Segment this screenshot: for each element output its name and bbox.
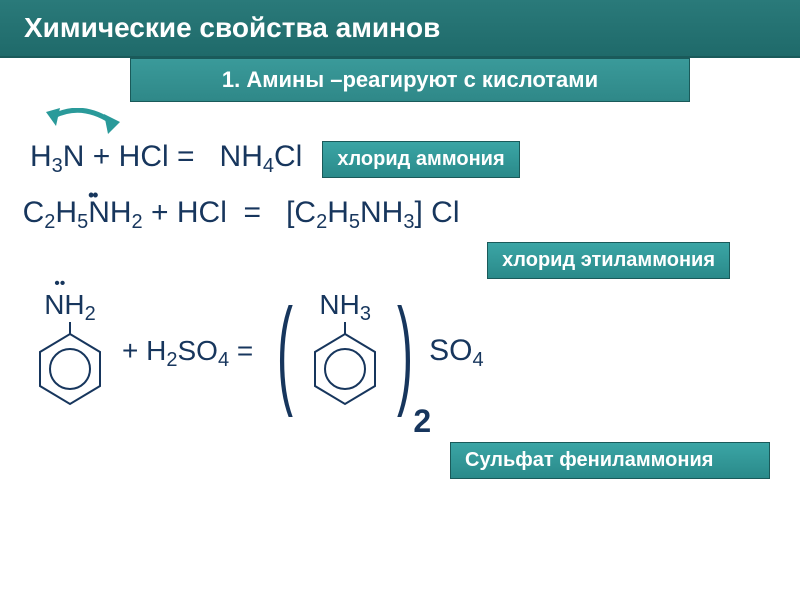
right-paren-icon: ) <box>397 303 413 399</box>
nh3-text: NH <box>319 289 359 320</box>
bracket-subscript: 2 <box>413 403 431 440</box>
eq2-eq: = <box>235 196 269 229</box>
equation-3: •• NH2 + H2SO4 = ( NH3 <box>30 289 770 412</box>
equations-area: H3N + HCl = NH4Cl хлорид аммония •• C2H5… <box>0 102 800 499</box>
eq3-plus: + <box>122 335 146 366</box>
eq2-bs3: 3 <box>403 211 414 233</box>
eq2-br1: [C <box>286 196 316 229</box>
aniline-structure: •• NH2 <box>30 289 110 412</box>
eq3-eq: = <box>229 335 253 366</box>
eq2-bnh: NH <box>360 196 403 229</box>
eq2-br2: ] Cl <box>414 196 459 229</box>
label-phenylammonium-sulfate: Сульфат фениламмония <box>450 442 770 479</box>
eq2-plus: + <box>143 196 177 229</box>
eq2-s1: 2 <box>44 211 55 233</box>
equation-2: •• C2H5NH2 + HCl = [C2H5NH3] Cl <box>30 196 770 234</box>
eq2-s2: 5 <box>77 211 88 233</box>
eq1-nh: NH <box>220 140 263 173</box>
curved-arrow-icon <box>42 108 132 158</box>
nh2-text: NH <box>44 289 84 320</box>
anilinium-structure: NH3 <box>305 289 385 412</box>
lone-pair-dots-2: •• <box>54 275 65 293</box>
eq1-sub1: 3 <box>52 155 63 177</box>
benzene-ring-icon-2 <box>305 322 385 412</box>
eq3-hs2: 4 <box>218 349 229 371</box>
eq2-bs2: 5 <box>349 211 360 233</box>
nh2-sub: 2 <box>85 303 96 325</box>
eq2-s3: 2 <box>132 211 143 233</box>
equation-1: H3N + HCl = NH4Cl хлорид аммония <box>30 140 770 178</box>
eq2-bh: H <box>327 196 349 229</box>
subtitle: 1. Амины –реагируют с кислотами <box>130 58 690 102</box>
eq3-hs1: 2 <box>166 349 177 371</box>
eq2-h: H <box>55 196 77 229</box>
left-paren-icon: ( <box>277 303 293 399</box>
eq2-hcl: HCl <box>177 196 227 229</box>
label-ammonium-chloride: хлорид аммония <box>322 141 519 178</box>
lone-pair-dots-1: •• <box>88 185 97 206</box>
benzene-ring-icon <box>30 322 110 412</box>
eq2-bs1: 2 <box>316 211 327 233</box>
eq3-h: H <box>146 335 166 366</box>
eq1-cl: Cl <box>274 140 302 173</box>
eq3-so: SO <box>178 335 218 366</box>
main-title: Химические свойства аминов <box>0 0 800 58</box>
so4-text: SO <box>429 334 472 367</box>
so4-sub: 4 <box>473 349 484 371</box>
eq1-sub2: 4 <box>263 155 274 177</box>
eq1-eq: = <box>169 140 203 173</box>
nh3-sub: 3 <box>360 303 371 325</box>
eq2-c: C <box>23 196 45 229</box>
label-ethylammonium-chloride: хлорид этиламмония <box>487 242 730 279</box>
bracket-group: ( NH3 ) 2 <box>265 289 425 412</box>
